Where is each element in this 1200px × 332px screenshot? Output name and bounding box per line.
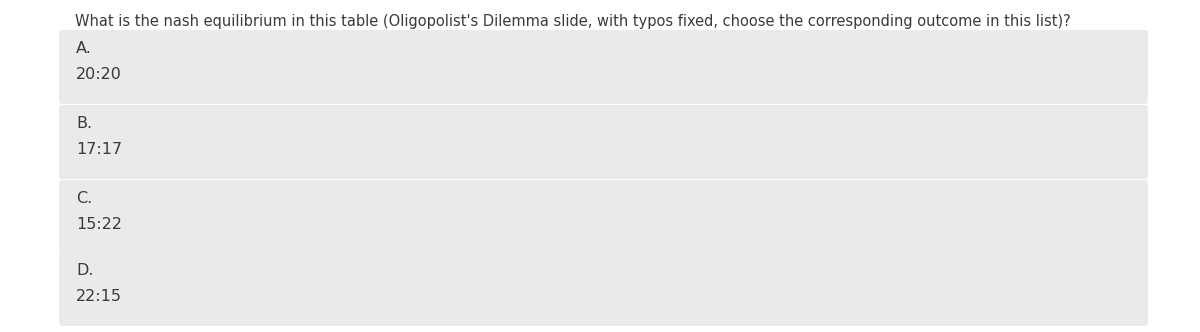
Text: 22:15: 22:15	[76, 289, 122, 304]
FancyBboxPatch shape	[59, 180, 1148, 254]
Text: 15:22: 15:22	[76, 217, 122, 232]
Text: D.: D.	[76, 263, 94, 278]
Text: B.: B.	[76, 116, 92, 131]
Text: A.: A.	[76, 41, 92, 56]
Text: 20:20: 20:20	[76, 67, 122, 82]
FancyBboxPatch shape	[59, 252, 1148, 326]
FancyBboxPatch shape	[59, 30, 1148, 104]
Text: What is the nash equilibrium in this table (Oligopolist's Dilemma slide, with ty: What is the nash equilibrium in this tab…	[74, 14, 1070, 29]
Text: 17:17: 17:17	[76, 142, 122, 157]
FancyBboxPatch shape	[59, 105, 1148, 179]
Text: C.: C.	[76, 191, 92, 206]
